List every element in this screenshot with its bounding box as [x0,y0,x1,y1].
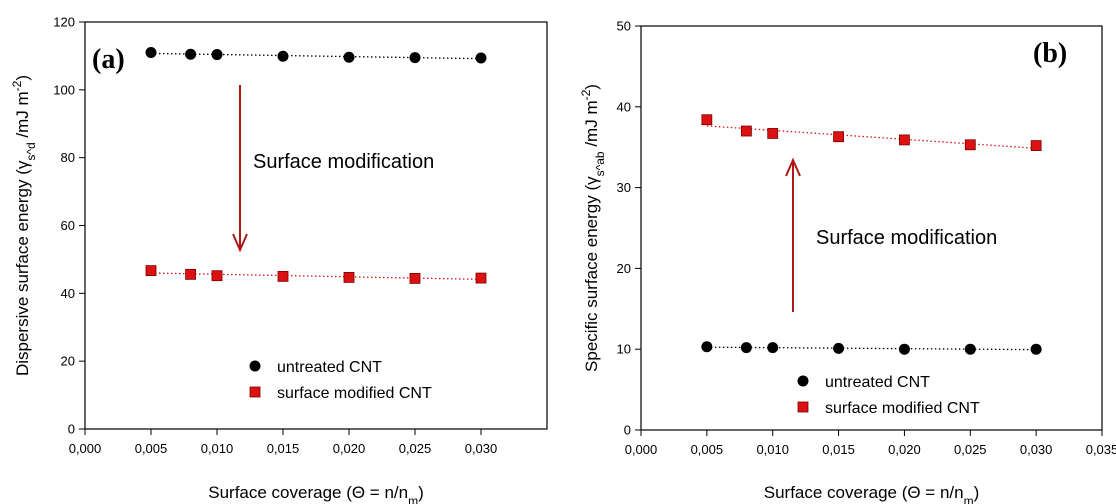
y-tick-label: 40 [617,99,631,114]
data-point-untreated [898,343,910,355]
x-tick-label: 0,005 [135,441,168,456]
data-point-untreated [1030,343,1042,355]
data-point-untreated [964,343,976,355]
y-tick-label: 80 [61,150,75,165]
data-point-untreated [211,49,223,61]
modification-arrow-head [785,157,801,177]
legend-marker-untreated [249,360,261,372]
x-axis-label: Surface coverage (Θ = n/nm) [764,483,980,504]
legend-label-untreated: untreated CNT [277,359,382,376]
x-tick-label: 0,020 [888,442,921,457]
x-axis-label: Surface coverage (Θ = n/nm) [208,483,424,504]
y-tick-label: 50 [617,19,631,34]
x-tick-label: 0,015 [822,442,855,457]
x-tick-label: 0,030 [465,441,498,456]
annotation-surface-modification: Surface modification [816,227,997,249]
legend-label-untreated: untreated CNT [825,374,930,391]
x-tick-label: 0,035 [1086,442,1116,457]
data-point-modified [409,273,421,284]
data-point-modified [740,125,752,137]
data-point-untreated [767,342,779,354]
y-tick-label: 120 [53,15,75,30]
data-point-untreated [277,50,289,62]
y-tick-label: 100 [53,82,75,97]
x-tick-label: 0,005 [691,442,724,457]
y-tick-label: 20 [617,261,631,276]
data-point-untreated [475,52,487,64]
x-tick-label: 0,030 [1020,442,1053,457]
data-point-modified [1030,140,1042,151]
trend-line-untreated [706,346,1037,351]
panel-label: (a) [92,44,125,75]
x-tick-label: 0,020 [333,441,366,456]
y-tick-label: 20 [61,354,75,369]
x-tick-label: 0,010 [756,442,789,457]
chart-panel-a: 0,000 0,005 0,010 0,015 0,020 0,025 0,030 0 20 40… [10,15,548,504]
x-tick-label: 0,015 [267,441,300,456]
legend-label-modified: surface modified CNT [277,385,432,402]
trend-line-untreated [150,52,482,60]
y-tick-label: 30 [617,180,631,195]
plot-frame [640,25,1103,431]
panel-label: (b) [1033,38,1067,69]
y-tick-label: 10 [617,342,631,357]
y-axis-label: Specific surface energy (γs^ab /mJ m-2) [579,84,607,372]
legend-marker-modified [249,386,261,398]
legend-marker-untreated [797,375,809,387]
legend-marker-modified [797,401,809,413]
data-point-untreated [833,342,845,354]
y-tick-label: 40 [61,286,75,301]
data-point-untreated [343,51,355,63]
x-tick-label: 0,000 [625,442,658,457]
modification-arrow-head [232,233,248,253]
data-point-modified [185,268,197,280]
data-point-untreated [145,47,157,59]
y-tick-label: 0 [68,422,75,437]
x-tick-label: 0,025 [954,442,987,457]
data-point-modified [701,114,713,126]
annotation-surface-modification: Surface modification [253,151,434,173]
x-tick-label: 0,000 [69,441,102,456]
y-tick-label: 0 [624,423,631,438]
chart-panel-b: 0,000 0,005 0,010 0,015 0,020 0,025 0,030 0,035… [579,19,1116,504]
y-axis-label: Dispersive surface energy (γs^d /mJ m-2) [10,75,38,376]
x-tick-label: 0,025 [399,441,432,456]
data-point-modified [277,270,289,282]
data-point-modified [145,265,157,277]
data-point-modified [475,272,487,284]
data-point-untreated [740,342,752,354]
x-tick-label: 0,010 [201,441,234,456]
trend-line-modified [706,125,1037,149]
legend-label-modified: surface modified CNT [825,400,980,417]
data-point-modified [964,139,976,151]
data-point-modified [767,128,779,139]
trend-line-modified [150,272,482,281]
y-tick-label: 60 [61,218,75,233]
data-point-modified [899,134,910,146]
data-point-modified [833,131,844,143]
data-point-modified [211,270,223,282]
data-point-modified [343,271,355,283]
data-point-untreated [409,52,421,64]
data-point-untreated [185,48,197,60]
data-point-untreated [701,341,713,353]
